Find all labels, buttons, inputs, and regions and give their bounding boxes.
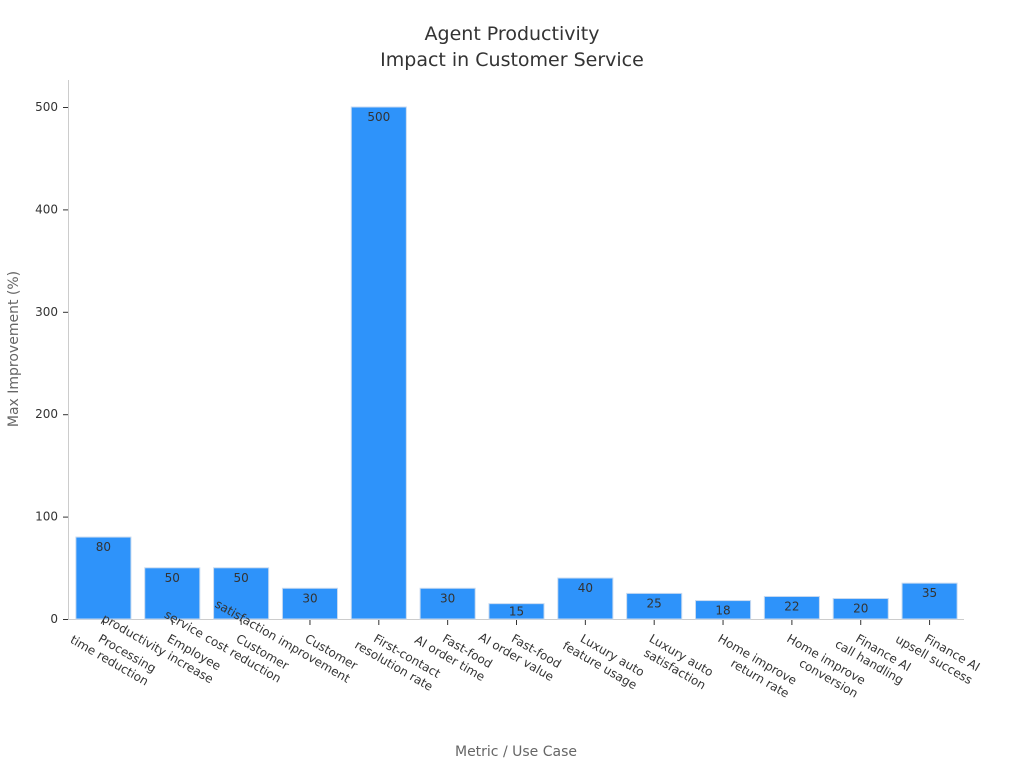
- bar: [419, 587, 476, 620]
- bar: [763, 595, 820, 620]
- bar: [488, 603, 545, 620]
- y-tick-label: 500: [35, 100, 58, 114]
- y-tick-label: 100: [35, 510, 58, 524]
- bar-value-label: 25: [647, 596, 662, 610]
- chart-title-line-1: Agent Productivity: [425, 23, 600, 45]
- bar-value-label: 30: [440, 591, 455, 605]
- bar-value-label: 80: [96, 540, 111, 554]
- bar-value-label: 30: [302, 591, 317, 605]
- bar: [695, 600, 752, 620]
- y-axis-ticks: 0 100 200 300 400 500: [35, 100, 68, 626]
- chart-title-line-2: Impact in Customer Service: [380, 49, 644, 71]
- y-tick-label: 300: [35, 305, 58, 319]
- bar-value-label: 500: [367, 110, 390, 124]
- y-tick-label: 200: [35, 407, 58, 421]
- bar: [75, 536, 132, 620]
- bar: [626, 592, 683, 620]
- bar-value-label: 50: [233, 571, 248, 585]
- bar-value-label: 20: [853, 602, 868, 616]
- bar-value-label: 15: [509, 605, 524, 619]
- bar: [281, 587, 338, 620]
- bar: [901, 582, 958, 620]
- bar: [832, 598, 889, 620]
- bars: 80 50 50 30 500 30 15 40 25 18 22 20 35: [75, 106, 958, 620]
- bar-value-label: 22: [784, 599, 799, 613]
- bar: [213, 567, 270, 620]
- x-axis-title: Metric / Use Case: [455, 744, 577, 760]
- bar: [557, 577, 614, 620]
- y-tick-label: 0: [50, 612, 58, 626]
- bar-value-label: 35: [922, 586, 937, 600]
- bar: [350, 106, 407, 620]
- bar-value-label: 50: [165, 571, 180, 585]
- bar-value-label: 40: [578, 581, 593, 595]
- bar: [144, 567, 201, 620]
- bar-value-label: 18: [715, 604, 730, 618]
- y-axis-title: Max Improvement (%): [6, 271, 22, 427]
- y-tick-label: 400: [35, 202, 58, 216]
